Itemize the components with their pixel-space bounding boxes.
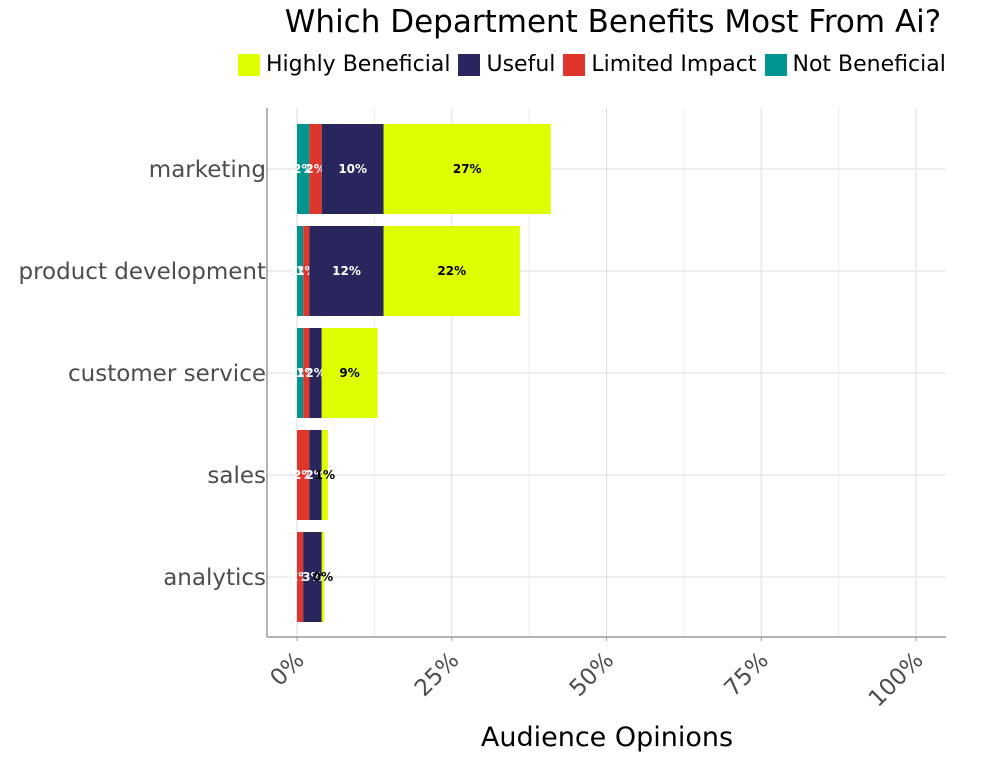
bar-highly-beneficial <box>383 226 520 316</box>
data-label: 2% <box>305 162 325 176</box>
bar-not-beneficial <box>297 124 310 214</box>
bar-limited-impact <box>309 124 322 214</box>
y-tick-label: customer service <box>68 361 266 387</box>
y-tick-label: product development <box>19 259 267 285</box>
chart-title: Which Department Benefits Most From Ai? <box>284 4 942 40</box>
legend-item: Not Beneficial <box>764 52 946 77</box>
bar-highly-beneficial <box>383 124 551 214</box>
bar-useful <box>309 226 384 316</box>
data-label: 10% <box>338 162 367 176</box>
legend-item: Useful <box>458 52 555 77</box>
bar-limited-impact <box>297 532 304 622</box>
legend-label: Not Beneficial <box>792 52 946 77</box>
bar-limited-impact <box>303 226 310 316</box>
bar-useful <box>321 124 384 214</box>
legend-label: Useful <box>486 52 556 77</box>
x-tick-label: 75% <box>719 647 774 702</box>
legend-swatch <box>458 53 481 76</box>
y-tick-label: marketing <box>149 157 266 183</box>
bar-limited-impact <box>303 328 310 418</box>
bar-useful <box>303 532 322 622</box>
y-tick-label: sales <box>207 463 266 489</box>
legend: Highly Beneficial Useful Limited Impact Not… <box>238 52 954 77</box>
x-tick-label: 50% <box>565 647 620 702</box>
bar-not-beneficial <box>297 328 304 418</box>
bar-highly-beneficial <box>321 532 325 622</box>
bar-highly-beneficial <box>321 328 378 418</box>
x-tick-label: 100% <box>864 647 929 712</box>
data-label: 12% <box>332 264 361 278</box>
data-label: 2% <box>293 468 313 482</box>
bar-limited-impact <box>297 430 310 520</box>
legend-swatch <box>764 53 787 76</box>
x-tick-label: 25% <box>410 647 465 702</box>
data-label: 9% <box>339 366 359 380</box>
data-label: 2% <box>305 366 325 380</box>
legend-label: Highly Beneficial <box>266 52 451 77</box>
legend-swatch <box>563 53 586 76</box>
legend-swatch <box>238 53 260 76</box>
legend-label: Limited Impact <box>591 52 757 77</box>
data-label: 2% <box>293 162 313 176</box>
data-label: 22% <box>437 264 466 278</box>
data-label: 2% <box>305 468 325 482</box>
bar-highly-beneficial <box>321 430 328 520</box>
y-tick-label: analytics <box>163 565 266 591</box>
bar-not-beneficial <box>297 226 304 316</box>
x-tick-label: 0% <box>266 647 310 691</box>
legend-item: Highly Beneficial <box>238 52 450 77</box>
data-label: 1% <box>315 468 335 482</box>
bar-useful <box>309 328 322 418</box>
x-axis-title: Audience Opinions <box>480 722 734 753</box>
legend-item: Limited Impact <box>563 52 757 77</box>
data-label: 3% <box>302 570 322 584</box>
data-label: 0% <box>313 570 333 584</box>
data-label: 27% <box>453 162 482 176</box>
bar-useful <box>309 430 322 520</box>
